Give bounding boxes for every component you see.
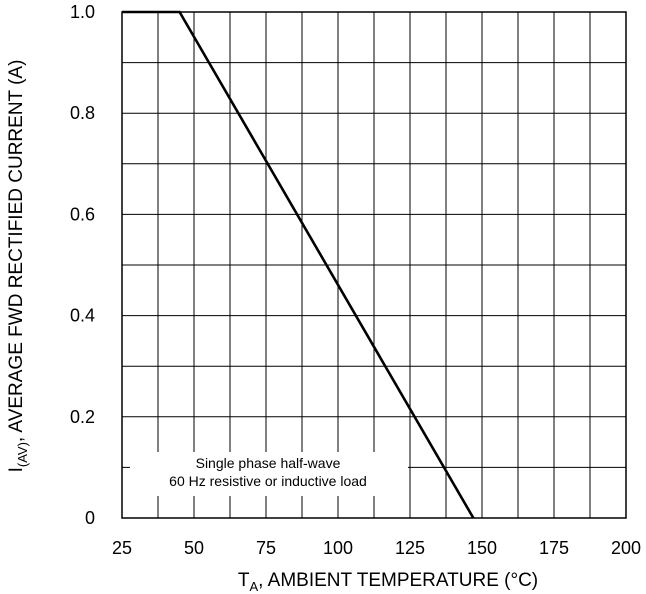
plot-border [121,11,627,519]
y-tick-label: 0.4 [70,306,95,326]
x-axis-title: TA, AMBIENT TEMPERATURE (°C) [238,570,538,594]
x-axis-title-rest: , AMBIENT TEMPERATURE (°C) [258,570,538,591]
y-tick-label: 0 [85,508,95,528]
x-tick-labels: 25 50 75 100 125 150 175 200 [112,538,641,558]
y-tick-label: 0.8 [70,103,95,123]
annotation-background [130,452,408,496]
x-axis-title-sub: A [249,579,258,594]
y-axis-title: I(AV), AVERAGE FWD RECTIFIED CURRENT (A) [6,60,30,473]
y-axis-title-rest: , AVERAGE FWD RECTIFIED CURRENT (A) [6,60,27,443]
x-tick-label: 100 [323,538,353,558]
y-tick-label: 1.0 [70,2,95,22]
x-tick-label: 150 [467,538,497,558]
x-tick-label: 125 [395,538,425,558]
annotation-line-2: 60 Hz resistive or inductive load [169,473,367,489]
x-tick-label: 200 [611,538,641,558]
x-tick-label: 175 [539,538,569,558]
y-tick-labels: 0 0.2 0.4 0.6 0.8 1.0 [70,2,95,528]
x-tick-label: 25 [112,538,132,558]
x-axis-title-main: T [238,570,250,591]
annotation-line-1: Single phase half-wave [196,455,341,471]
grid [122,12,626,518]
y-tick-label: 0.2 [70,407,95,427]
x-tick-label: 50 [184,538,204,558]
y-axis-title-sub: (AV) [15,442,30,467]
y-axis-title-main: I [6,467,27,472]
y-tick-label: 0.6 [70,204,95,224]
x-tick-label: 75 [256,538,276,558]
